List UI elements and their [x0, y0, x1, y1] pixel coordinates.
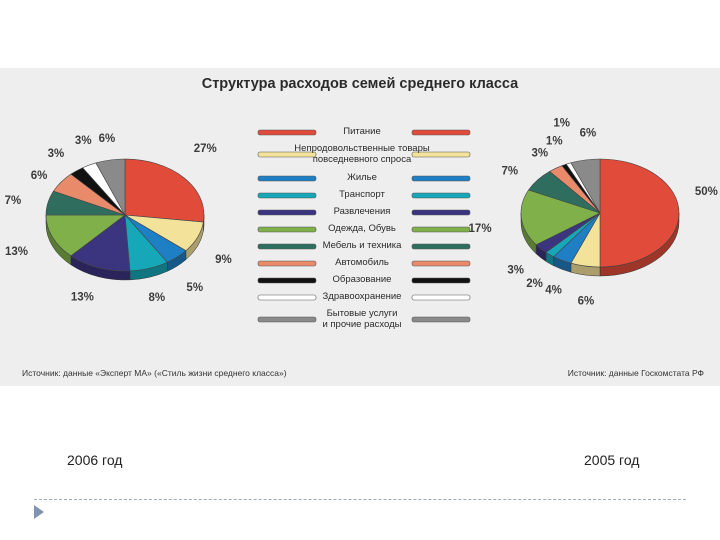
pie-label-0-5: 13% — [5, 246, 28, 258]
pie-label-0-9: 3% — [75, 135, 92, 147]
legend-swatch-left-2 — [257, 175, 317, 182]
bullet-arrow-icon — [34, 505, 44, 519]
pie-chart-0: 27%9%5%8%13%13%7%6%3%3% 6% — [5, 133, 232, 304]
legend-swatch-left-3 — [257, 192, 317, 199]
year-label-right: 2005 год — [584, 452, 640, 468]
source-left: Источник: данные «Эксперт МА» («Стиль жи… — [22, 368, 287, 378]
pie-label-1-3: 2% — [526, 278, 543, 290]
legend-label-10-1: и прочие расходы — [322, 319, 401, 330]
pie-slice-0-10 — [95, 158, 126, 217]
legend-swatch-left-5 — [257, 226, 317, 233]
pie-label-0-8: 3% — [48, 148, 65, 160]
legend-swatch-left-9 — [257, 294, 317, 301]
pie-label-0-7: 6% — [31, 170, 48, 182]
legend-swatch-right-5 — [411, 226, 471, 233]
legend-label-1-0: Непродовольственные товары — [294, 143, 430, 154]
pie-charts-svg: 27%9%5%8%13%13%7%6%3%3% 6%50%6%4%2%3%17%7… — [5, 118, 718, 330]
legend-swatch-left-7 — [257, 260, 317, 267]
pie-slice-0-4 — [70, 214, 131, 272]
source-right: Источник: данные Госкомстата РФ — [567, 368, 704, 378]
pie-label-1-10: 6% — [580, 127, 597, 139]
legend-label-9: Здравоохранение — [323, 291, 402, 302]
legend-swatch-right-0 — [411, 129, 471, 136]
pie-label-0-3: 8% — [148, 292, 165, 304]
pie-slice-0-5 — [45, 214, 126, 257]
legend-swatch-left-1 — [257, 151, 317, 158]
legend-swatch-right-2 — [411, 175, 471, 182]
pie-label-1-6: 7% — [502, 166, 519, 178]
year-label-left: 2006 год — [67, 452, 123, 468]
legend-swatch-right-9 — [411, 294, 471, 301]
pie-label-1-8: 1% — [546, 135, 563, 147]
chart-legend: Питание Непродовольственные товарыповседн… — [257, 126, 471, 330]
chart-title: Структура расходов семей среднего класса — [201, 76, 519, 92]
pie-label-1-4: 3% — [507, 265, 524, 277]
pie-slice-0-0 — [124, 158, 205, 223]
pie-label-0-4: 13% — [71, 291, 94, 303]
pie-slice-1-5 — [520, 189, 601, 246]
legend-label-7: Автомобиль — [335, 257, 389, 268]
pie-label-1-2: 4% — [545, 285, 562, 297]
pie-label-1-9: 1% — [553, 118, 570, 130]
legend-label-0: Питание — [343, 126, 381, 137]
pie-label-1-0: 50% — [695, 186, 718, 198]
slide-divider — [34, 499, 686, 500]
pie-label-0-6: 7% — [5, 195, 22, 207]
pie-label-0-2: 5% — [186, 282, 203, 294]
pie-chart-1: 50%6%4%2%3%17%7%3%1%1%6% — [469, 118, 718, 308]
legend-label-1-1: повседневного спроса — [313, 154, 412, 165]
legend-label-5: Одежда, Обувь — [328, 223, 396, 234]
legend-label-6: Мебель и техника — [323, 240, 403, 251]
pie-slice-1-0 — [599, 158, 680, 268]
legend-label-2: Жилье — [347, 172, 377, 183]
legend-swatch-left-4 — [257, 209, 317, 216]
legend-swatch-left-0 — [257, 129, 317, 136]
legend-label-8: Образование — [333, 274, 392, 285]
legend-swatch-left-10 — [257, 316, 317, 323]
pie-label-0-1: 9% — [215, 254, 232, 266]
pie-label-1-7: 3% — [532, 148, 549, 160]
legend-swatch-right-10 — [411, 316, 471, 323]
pie-slice-1-10 — [570, 158, 601, 215]
pie-label-1-1: 6% — [578, 296, 595, 308]
legend-swatch-right-6 — [411, 243, 471, 250]
pie-label-0-10: 6% — [99, 133, 116, 145]
legend-swatch-right-4 — [411, 209, 471, 216]
legend-swatch-right-8 — [411, 277, 471, 284]
chart-panel: Структура расходов семей среднего класса… — [0, 68, 720, 386]
legend-swatch-right-3 — [411, 192, 471, 199]
legend-label-10-0: Бытовые услуги — [327, 308, 398, 319]
legend-swatch-right-7 — [411, 260, 471, 267]
pie-label-0-0: 27% — [194, 143, 217, 155]
legend-label-3: Транспорт — [339, 189, 385, 200]
legend-label-4: Развлечения — [334, 206, 391, 217]
legend-swatch-left-6 — [257, 243, 317, 250]
legend-swatch-left-8 — [257, 277, 317, 284]
legend-swatch-right-1 — [411, 151, 471, 158]
pie-label-1-5: 17% — [469, 223, 492, 235]
